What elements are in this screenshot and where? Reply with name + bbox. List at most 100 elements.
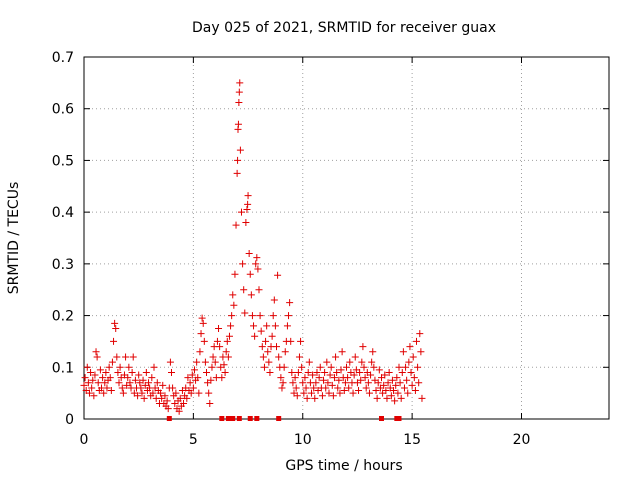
data-point [266,368,274,376]
data-point [265,358,273,366]
data-point [387,392,395,400]
zero-data-point [254,416,260,421]
data-point [238,208,245,216]
data-point [248,312,256,320]
y-tick-label: 0.3 [52,257,74,273]
data-point [172,389,180,397]
data-point [244,192,252,200]
data-point [88,384,96,392]
data-point [328,381,336,389]
zero-data-point [219,416,225,421]
data-point [375,366,383,374]
data-point [149,389,157,397]
data-point [299,379,307,387]
data-point [271,322,279,330]
data-point [189,384,197,392]
data-point [225,332,233,340]
data-point [258,343,266,351]
data-point [396,379,404,387]
data-point [137,384,145,392]
data-point [289,379,297,387]
data-point [320,376,328,384]
data-point [404,389,412,397]
data-point [360,363,368,371]
data-point [408,381,416,389]
data-point [336,389,344,397]
data-point [251,332,259,340]
data-point [215,325,223,332]
data-point [278,384,286,392]
data-point [416,330,424,338]
data-point [150,363,158,371]
data-point [280,363,288,371]
data-point [184,374,192,382]
data-point [213,337,221,345]
data-point [80,381,88,389]
data-point [233,169,241,177]
data-point [142,368,150,376]
data-point [402,363,410,371]
data-point [350,371,358,379]
data-point [235,88,243,96]
data-point [338,348,346,356]
data-point [382,387,390,395]
data-point [107,387,115,395]
data-point [316,363,324,371]
data-point [391,397,399,405]
data-point [259,353,267,361]
data-point [315,374,323,382]
data-point [398,368,406,376]
data-point [405,358,413,366]
data-point [235,99,243,107]
data-point [384,379,392,387]
data-point [211,358,219,366]
data-point [206,399,214,407]
data-point [227,322,235,330]
data-point [124,374,132,382]
data-point [118,384,126,392]
data-point [369,348,377,356]
data-point [418,394,426,402]
data-point [176,394,184,402]
chart-title: Day 025 of 2021, SRMTID for receiver gua… [192,20,496,36]
data-point [337,366,345,374]
data-point [372,387,380,395]
y-tick-label: 0.5 [52,153,74,169]
data-point [100,389,108,397]
data-point [231,270,239,278]
data-point [92,348,100,356]
data-point [89,376,97,384]
data-point [230,301,238,309]
data-point [294,368,302,376]
plot-frame [83,56,610,420]
data-point [99,374,107,382]
zero-data-point [379,416,384,421]
data-point [187,389,195,397]
data-point [216,343,224,351]
data-point [318,392,326,400]
data-point [81,374,89,382]
zero-data-point [230,416,236,421]
data-point [221,368,229,376]
data-point [312,379,320,387]
x-tick-label: 15 [403,432,421,448]
data-point [110,337,118,345]
data-point [344,374,352,382]
data-point [246,270,254,278]
data-point [395,363,403,371]
data-point [183,394,191,402]
data-point [370,363,378,371]
data-point [302,384,310,392]
data-point [114,368,122,376]
data-point [349,389,357,397]
data-point [236,146,244,154]
data-point [254,265,262,273]
data-point [269,312,277,320]
data-point [199,319,207,327]
data-point [232,221,240,229]
data-point [313,368,321,376]
data-point [229,291,237,299]
data-point [234,156,242,164]
data-point [410,374,418,382]
